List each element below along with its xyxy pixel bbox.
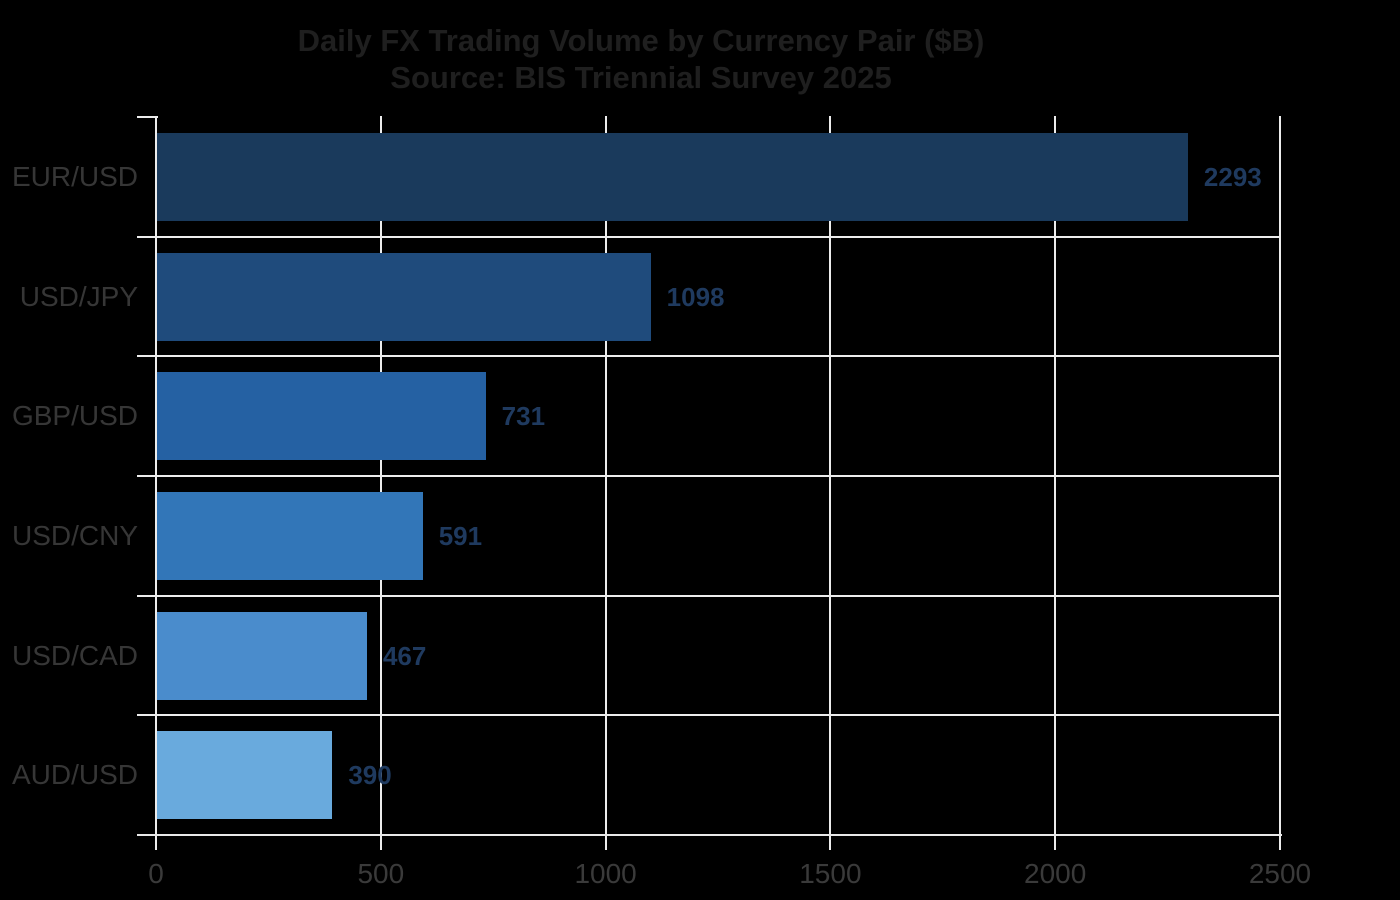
x-tick-label-2000: 2000 [1024, 858, 1087, 889]
row-separator-1 [137, 235, 1280, 238]
value-label-usd-cny: 591 [438, 520, 483, 551]
category-label-usd-jpy: USD/JPY [19, 280, 138, 312]
y-axis-top-tick [137, 116, 158, 118]
bar-usd-cad [157, 611, 367, 700]
value-label-usd-cad: 467 [382, 640, 427, 671]
x-tick-label-0: 0 [148, 858, 164, 889]
category-label-aud-usd: AUD/USD [11, 759, 138, 791]
x-gridline-500 [379, 116, 382, 850]
x-tick-label-1500: 1500 [799, 858, 862, 889]
category-label-usd-cad: USD/CAD [11, 639, 138, 671]
value-label-usd-jpy: 1098 [666, 281, 725, 312]
row-separator-3 [137, 475, 1280, 477]
chart-title: Daily FX Trading Volume by Currency Pair… [297, 23, 985, 58]
row-separator-4 [137, 594, 1280, 597]
x-tick-label-500: 500 [357, 858, 405, 889]
x-gridline-2500 [1279, 116, 1281, 850]
bar-usd-cny [157, 491, 423, 580]
bar-gbp-usd [157, 372, 486, 461]
category-label-eur-usd: EUR/USD [11, 160, 138, 192]
x-gridline-1500 [829, 116, 832, 850]
category-label-gbp-usd: GBP/USD [11, 400, 138, 432]
x-gridline-1000 [604, 116, 607, 850]
bar-aud-usd [157, 731, 333, 820]
chart-title-block: Daily FX Trading Volume by Currency Pair… [0, 22, 1282, 96]
chart-subtitle: Source: BIS Triennial Survey 2025 [390, 60, 892, 95]
value-label-aud-usd: 390 [348, 760, 392, 791]
x-tick-label-1000: 1000 [574, 858, 637, 889]
x-axis-line [137, 834, 1282, 836]
row-separator-2 [137, 355, 1280, 358]
value-label-eur-usd: 2293 [1203, 161, 1262, 192]
category-label-usd-cny: USD/CNY [11, 519, 138, 551]
x-gridline-2000 [1054, 116, 1057, 850]
value-label-gbp-usd: 731 [501, 401, 546, 432]
bar-eur-usd [157, 132, 1188, 221]
bar-usd-jpy [157, 252, 651, 341]
x-gridline-0 [155, 116, 157, 850]
row-separator-5 [137, 714, 1280, 717]
x-tick-label-2500: 2500 [1248, 858, 1312, 889]
